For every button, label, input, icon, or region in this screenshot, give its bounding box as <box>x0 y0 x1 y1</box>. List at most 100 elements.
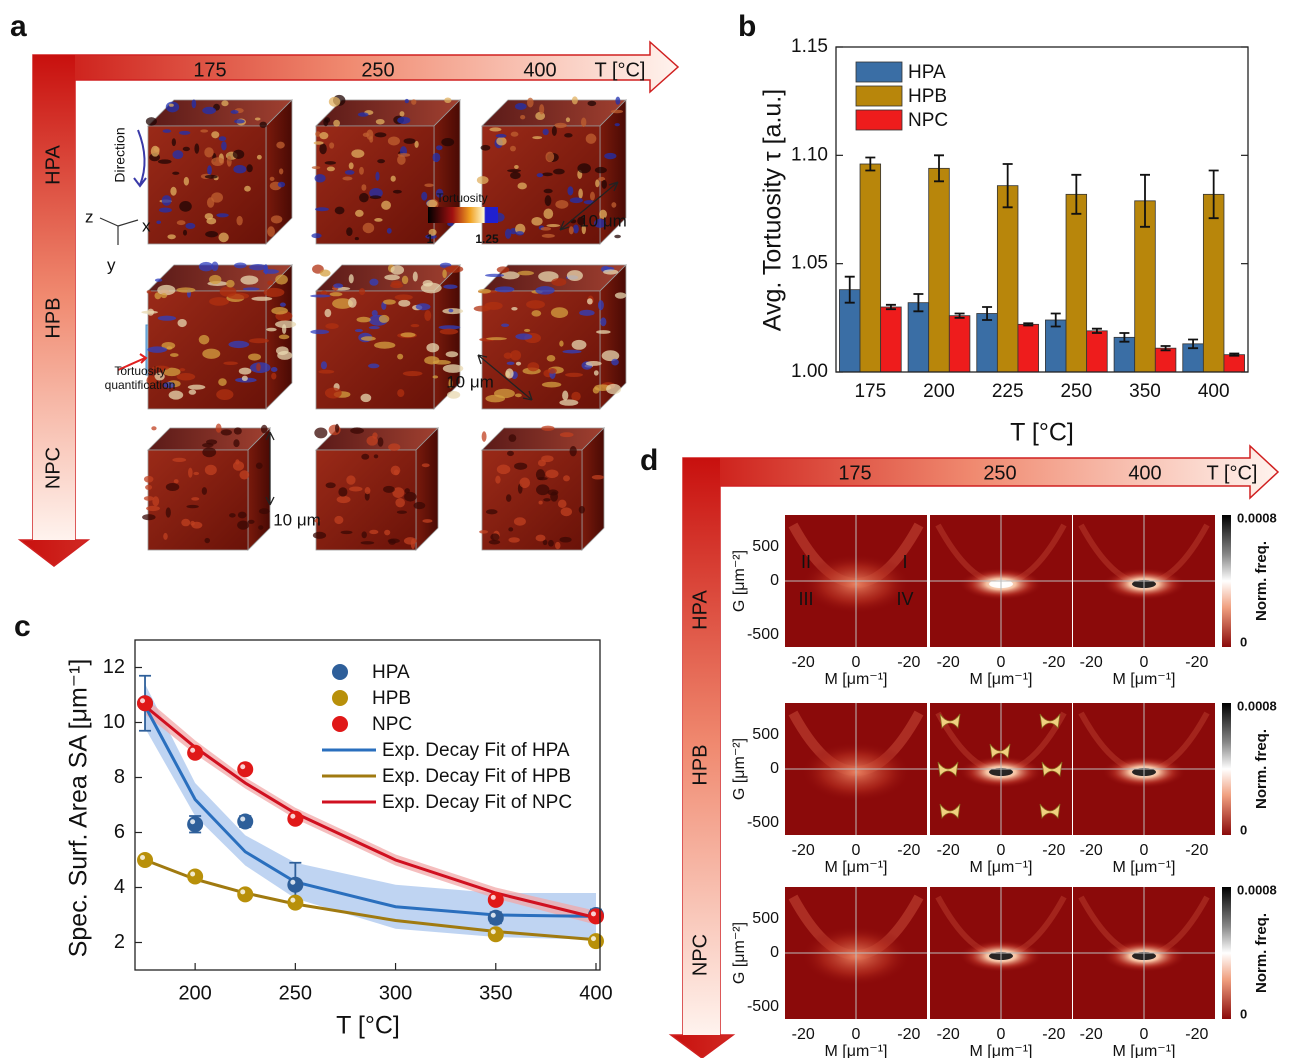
cube-texture <box>397 117 410 124</box>
cube-texture <box>163 129 172 133</box>
cube-texture <box>312 166 321 169</box>
cube-texture <box>485 274 504 277</box>
cube-texture <box>484 302 502 310</box>
cube-texture <box>485 395 505 403</box>
m-tick-label: 0 <box>997 1026 1006 1043</box>
cube-texture <box>542 382 561 388</box>
m-tick-label: -20 <box>1185 842 1208 859</box>
cube-texture <box>594 370 599 375</box>
cube-texture <box>547 355 556 362</box>
cube-texture <box>507 362 515 365</box>
cube-texture <box>496 134 507 138</box>
cube-texture <box>397 354 403 360</box>
m-tick-label: 0 <box>852 842 861 859</box>
arrow-tick-label: 250 <box>361 59 394 81</box>
cube-texture <box>246 164 252 172</box>
cube-texture <box>395 294 413 300</box>
axis-triad <box>100 218 138 245</box>
legend-swatch <box>856 86 902 106</box>
cube-texture <box>388 443 400 450</box>
cube-texture <box>211 157 224 166</box>
cube-texture <box>477 176 489 184</box>
cube-texture <box>553 169 565 175</box>
cube-texture <box>586 134 597 144</box>
data-point <box>287 811 303 827</box>
cube-texture <box>264 288 285 297</box>
cube-texture <box>179 131 190 135</box>
cube-texture <box>162 195 172 206</box>
cube-texture <box>234 427 242 434</box>
cube-texture <box>572 96 578 104</box>
cube-texture <box>191 497 199 501</box>
g-tick-label: 500 <box>752 910 779 927</box>
m-tick-label: -20 <box>1042 1026 1065 1043</box>
cube-texture <box>540 227 551 231</box>
cube-side <box>248 428 270 550</box>
cube-texture <box>194 143 199 153</box>
cube-texture <box>615 97 620 105</box>
y-axis-title: Spec. Surf. Area SA [μm⁻¹] <box>65 659 93 958</box>
cube-texture <box>181 519 190 527</box>
cube-texture <box>174 479 179 483</box>
colorbar-label: Tortuosity <box>436 191 487 205</box>
cube-texture <box>538 501 542 505</box>
cube-texture <box>358 112 369 116</box>
cube-texture <box>271 215 282 223</box>
cube-texture <box>172 172 179 175</box>
cube-texture <box>151 146 160 157</box>
y-tick-label: 1.00 <box>791 361 828 382</box>
cube-texture <box>537 173 543 177</box>
quadrant-label: IV <box>896 589 913 609</box>
cube-texture <box>531 217 542 226</box>
bar <box>881 307 902 372</box>
cube-texture <box>565 373 583 377</box>
y-tick-label: 1.05 <box>791 253 828 274</box>
body: {"chart_data": [ {"type": "bar", "panel"… <box>0 0 1292 1058</box>
cube-texture <box>433 360 451 365</box>
cube-texture <box>384 530 390 536</box>
legend-swatch <box>856 62 902 82</box>
cube-texture <box>172 138 176 146</box>
cube-texture <box>394 470 399 476</box>
quantification-label: Tortuosity <box>114 364 165 378</box>
cube-texture <box>426 343 439 352</box>
cube-texture <box>375 172 379 181</box>
bar <box>929 168 950 372</box>
axis-x: x <box>142 216 151 235</box>
y-tick-label: 4 <box>114 876 125 898</box>
x-tick-label: 200 <box>178 982 211 1004</box>
cube-texture <box>563 475 570 481</box>
cube-texture <box>369 326 380 329</box>
cube-texture <box>346 227 352 236</box>
bar <box>1066 194 1087 372</box>
cube-texture <box>497 465 511 475</box>
cube-texture <box>515 393 522 397</box>
cube-texture <box>158 316 176 321</box>
cube-texture <box>233 165 246 173</box>
cube-texture <box>515 333 532 339</box>
colorbar-label: Norm. freq. <box>1253 913 1270 993</box>
m-tick-label: 0 <box>1140 654 1149 671</box>
legend-label: Exp. Decay Fit of HPA <box>382 740 570 761</box>
cube-texture <box>326 482 336 488</box>
cube-texture <box>424 310 431 321</box>
cube-texture <box>478 289 491 294</box>
cube-texture <box>202 487 207 495</box>
cube-texture <box>543 498 550 501</box>
g-tick-label: 500 <box>752 726 779 743</box>
cube-texture <box>233 150 245 159</box>
point-highlight <box>290 880 295 885</box>
bar <box>977 314 998 373</box>
cube-texture <box>579 506 585 513</box>
cube-texture <box>359 167 364 175</box>
cube-texture <box>266 328 277 332</box>
cube-texture <box>564 133 572 137</box>
cube-texture <box>490 533 499 540</box>
cube-texture <box>333 283 343 288</box>
cube-texture <box>374 218 382 222</box>
cube-texture <box>393 190 402 194</box>
cube-texture <box>365 487 371 494</box>
cube-texture <box>598 300 604 310</box>
cube-texture <box>506 494 511 502</box>
cube-texture <box>600 317 606 326</box>
